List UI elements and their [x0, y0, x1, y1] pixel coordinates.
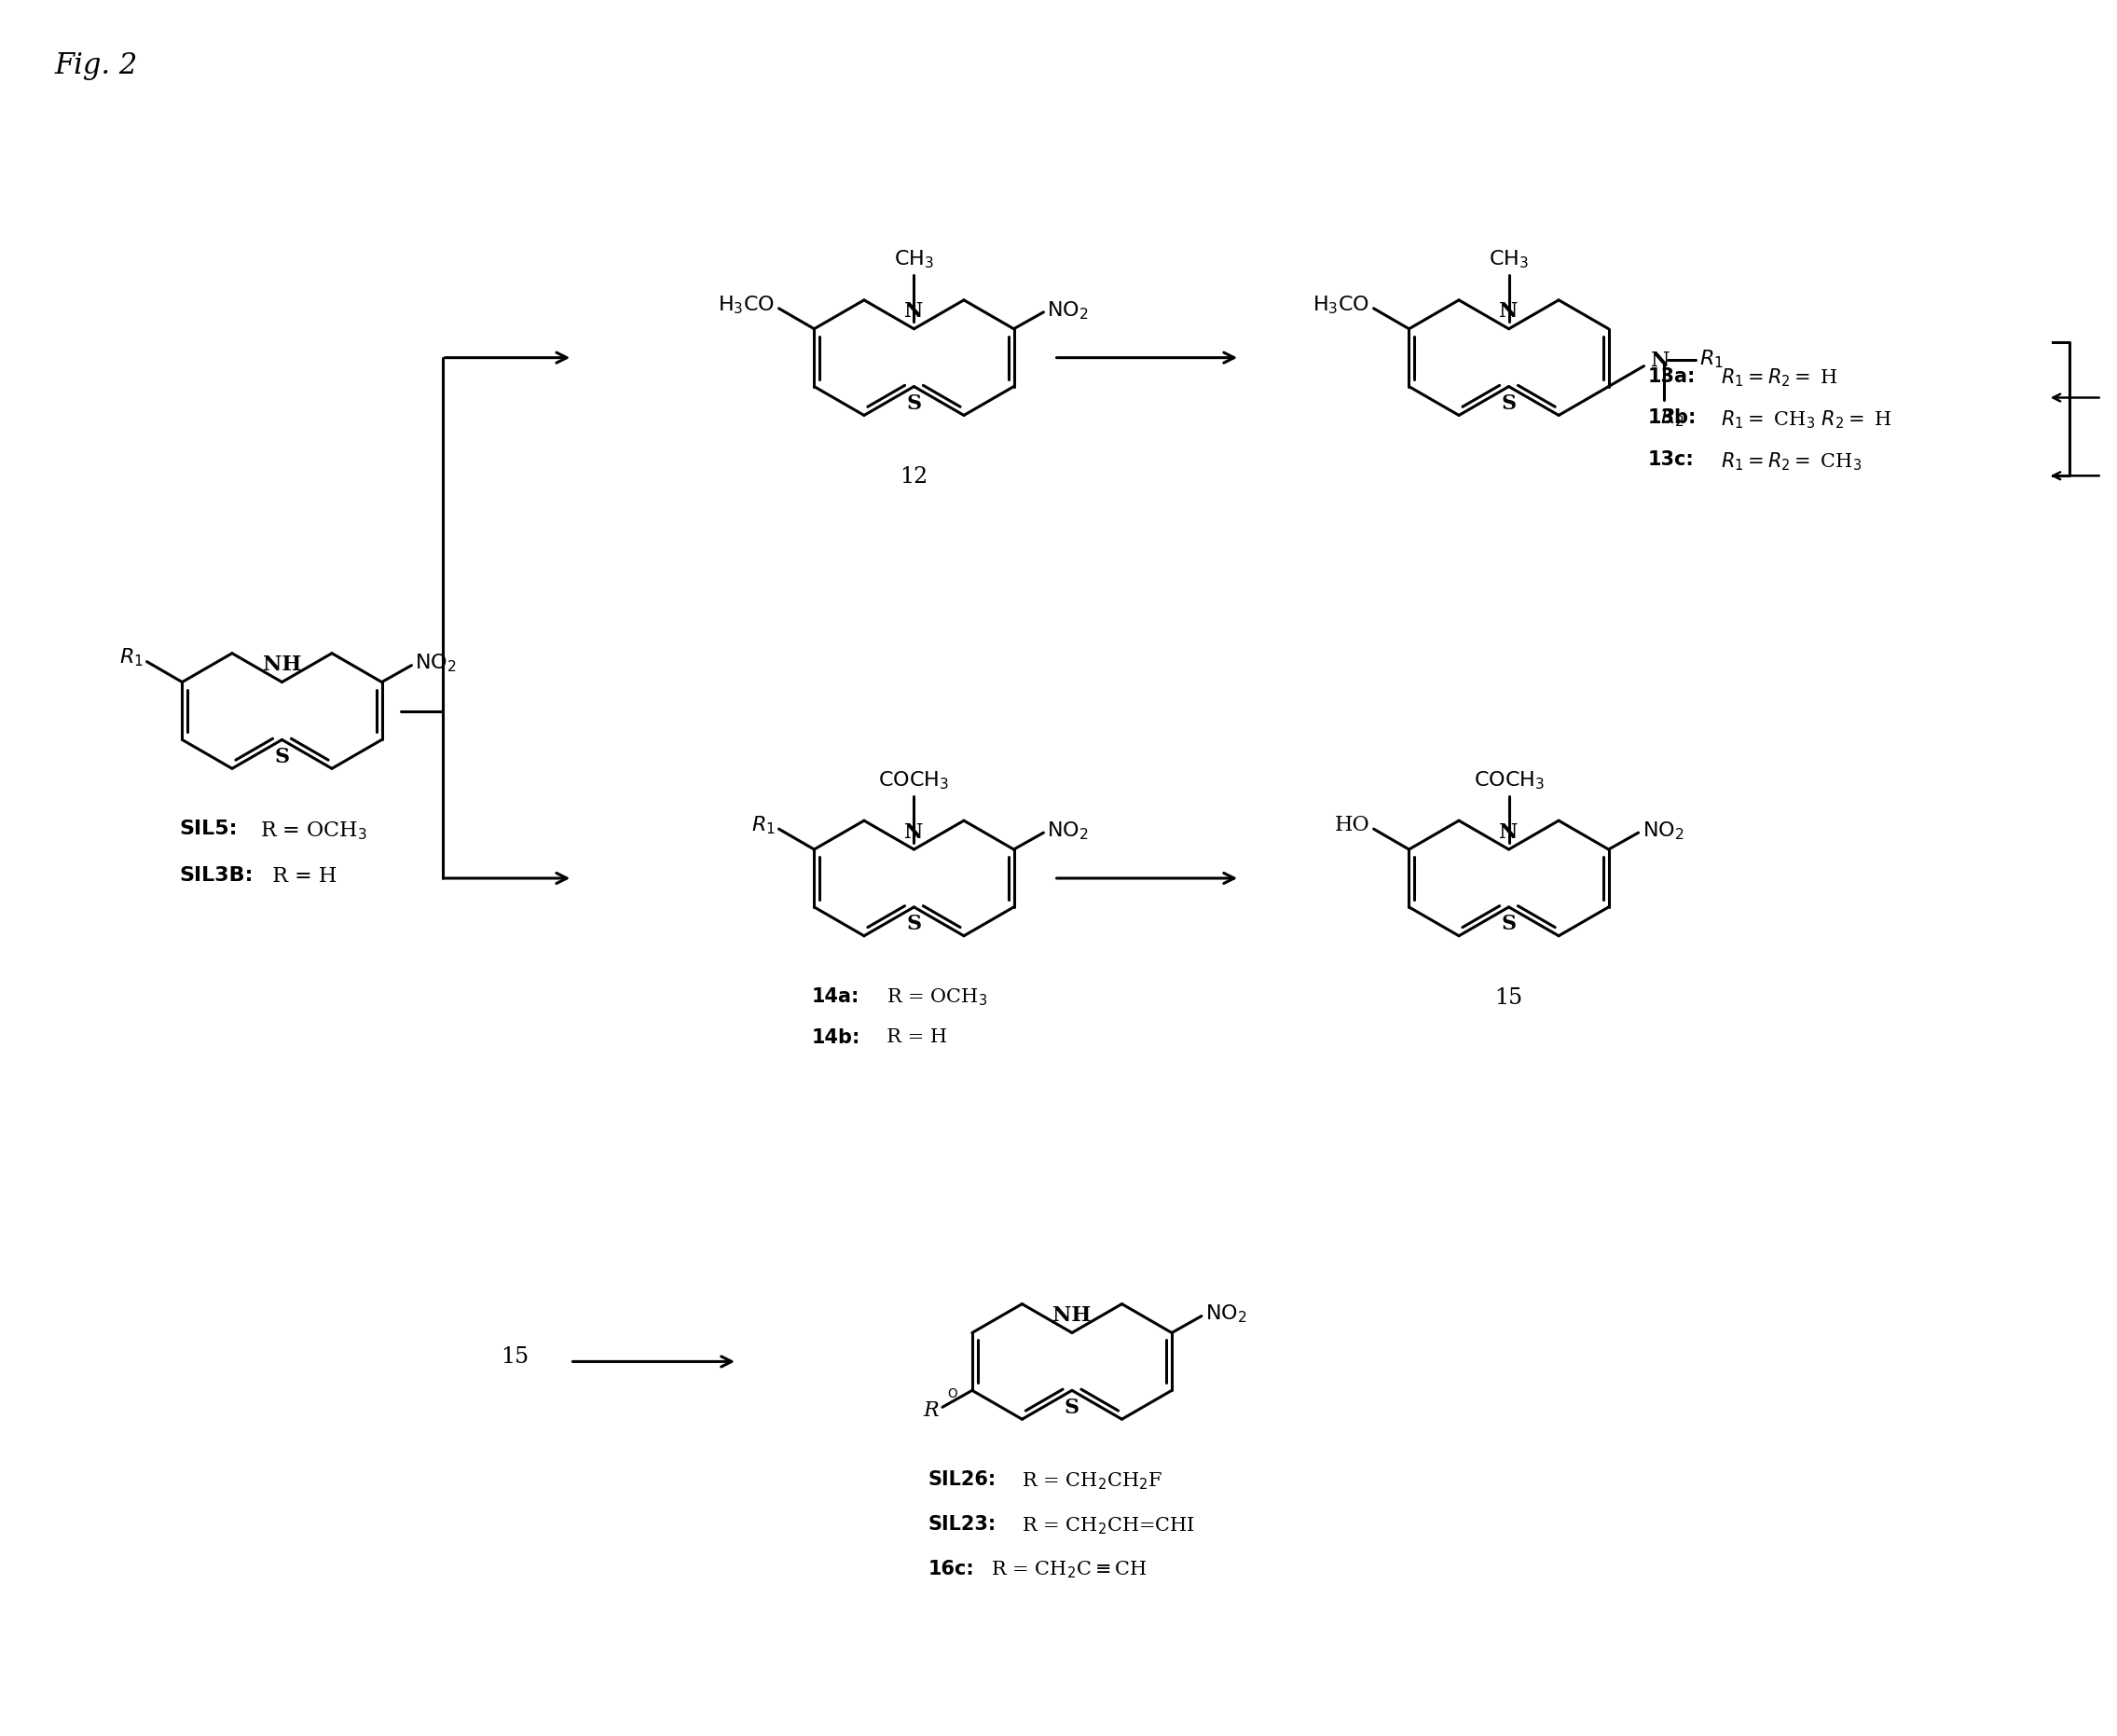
Text: 15: 15	[1495, 988, 1522, 1009]
Text: 16c:: 16c:	[927, 1559, 974, 1578]
Text: SIL26:: SIL26:	[927, 1470, 997, 1489]
Text: $R_1 = R_2 = $ H: $R_1 = R_2 = $ H	[1708, 366, 1838, 389]
Text: $\mathrm{NO_2}$: $\mathrm{NO_2}$	[1048, 299, 1088, 321]
Text: S: S	[906, 394, 921, 413]
Text: NH: NH	[263, 654, 301, 675]
Text: $R_1 = R_2 = $ CH$_3$: $R_1 = R_2 = $ CH$_3$	[1708, 451, 1861, 472]
Text: $\mathrm{CH_3}$: $\mathrm{CH_3}$	[893, 248, 934, 271]
Text: NH: NH	[1052, 1305, 1090, 1326]
Text: $\mathrm{CH_3}$: $\mathrm{CH_3}$	[1488, 248, 1528, 271]
Text: R = OCH$_3$: R = OCH$_3$	[874, 988, 987, 1009]
Text: $\mathrm{H_3CO}$: $\mathrm{H_3CO}$	[718, 293, 775, 316]
Text: SIL3B:: SIL3B:	[180, 866, 254, 885]
Text: $\mathrm{COCH_3}$: $\mathrm{COCH_3}$	[879, 769, 948, 792]
Text: 15: 15	[500, 1345, 529, 1368]
Text: $R_2$: $R_2$	[1660, 406, 1685, 429]
Text: 12: 12	[900, 467, 927, 488]
Text: 13b:: 13b:	[1649, 408, 1698, 427]
Text: R = CH$_2$C$\equiv$CH: R = CH$_2$C$\equiv$CH	[978, 1559, 1147, 1581]
Text: S: S	[275, 746, 290, 767]
Text: R = H: R = H	[874, 1029, 946, 1047]
Text: N: N	[904, 821, 923, 842]
Text: N: N	[904, 302, 923, 321]
Text: R: R	[923, 1401, 938, 1422]
Text: 14b:: 14b:	[811, 1029, 862, 1047]
Text: 13a:: 13a:	[1649, 366, 1696, 385]
Text: S: S	[1501, 913, 1516, 934]
Text: $R_1$: $R_1$	[119, 648, 144, 668]
Text: $_\mathrm{O}$: $_\mathrm{O}$	[946, 1384, 959, 1401]
Text: N: N	[1499, 302, 1518, 321]
Text: R = CH$_2$CH$_2$F: R = CH$_2$CH$_2$F	[1010, 1470, 1162, 1491]
Text: $\mathrm{NO_2}$: $\mathrm{NO_2}$	[1048, 819, 1088, 842]
Text: Fig. 2: Fig. 2	[55, 50, 138, 80]
Text: SIL23:: SIL23:	[927, 1516, 997, 1533]
Text: S: S	[1065, 1397, 1080, 1418]
Text: N: N	[1651, 351, 1670, 372]
Text: HO: HO	[1334, 814, 1370, 835]
Text: R = H: R = H	[258, 866, 337, 887]
Text: R = CH$_2$CH=CHI: R = CH$_2$CH=CHI	[1010, 1516, 1196, 1536]
Text: $R_1 = $ CH$_3$ $R_2 = $ H: $R_1 = $ CH$_3$ $R_2 = $ H	[1708, 408, 1893, 431]
Text: $R_1$: $R_1$	[1700, 349, 1723, 370]
Text: SIL5:: SIL5:	[180, 819, 237, 838]
Text: 13c:: 13c:	[1649, 451, 1694, 469]
Text: S: S	[1501, 394, 1516, 413]
Text: N: N	[1499, 821, 1518, 842]
Text: $\mathrm{COCH_3}$: $\mathrm{COCH_3}$	[1473, 769, 1543, 792]
Text: S: S	[906, 913, 921, 934]
Text: $\mathrm{NO_2}$: $\mathrm{NO_2}$	[415, 653, 457, 675]
Text: $\mathrm{NO_2}$: $\mathrm{NO_2}$	[1643, 819, 1683, 842]
Text: $\mathrm{H_3CO}$: $\mathrm{H_3CO}$	[1313, 293, 1370, 316]
Text: 14a:: 14a:	[811, 988, 860, 1005]
Text: $\mathrm{NO_2}$: $\mathrm{NO_2}$	[1205, 1304, 1247, 1325]
Text: $R_1$: $R_1$	[752, 814, 775, 837]
Text: R = OCH$_3$: R = OCH$_3$	[248, 819, 366, 842]
